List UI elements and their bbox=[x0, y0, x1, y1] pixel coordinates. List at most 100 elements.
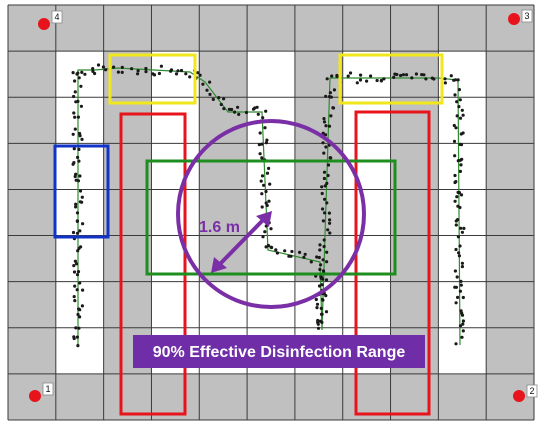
trajectory-point bbox=[159, 64, 163, 68]
trajectory-point bbox=[264, 245, 268, 249]
trajectory-point bbox=[262, 183, 266, 187]
trajectory-point bbox=[76, 312, 80, 317]
trajectory-point bbox=[80, 70, 84, 74]
trajectory-point bbox=[324, 294, 328, 298]
trajectory-point bbox=[80, 200, 84, 204]
trajectory-point bbox=[71, 71, 75, 75]
trajectory-point bbox=[315, 302, 320, 306]
trajectory-point bbox=[130, 67, 134, 71]
trajectory-point bbox=[136, 72, 140, 76]
trajectory-point bbox=[432, 77, 436, 81]
trajectory-point bbox=[72, 335, 76, 339]
trajectory-point bbox=[80, 137, 84, 141]
trajectory-point bbox=[265, 138, 269, 142]
trajectory-point bbox=[462, 226, 466, 230]
trajectory-point bbox=[315, 255, 319, 259]
floor-obstacle bbox=[294, 51, 343, 282]
trajectory-point bbox=[453, 154, 457, 158]
trajectory-point bbox=[72, 264, 76, 268]
trajectory-point bbox=[459, 193, 464, 197]
trajectory-point bbox=[290, 249, 294, 254]
trajectory-point bbox=[316, 326, 321, 330]
trajectory-point bbox=[327, 124, 332, 128]
trajectory-point bbox=[79, 104, 83, 108]
trajectory-point bbox=[420, 73, 424, 77]
trajectory-point bbox=[461, 319, 465, 323]
trajectory-point bbox=[458, 205, 462, 210]
trajectory-point bbox=[75, 231, 80, 235]
trajectory-point bbox=[321, 207, 325, 211]
trajectory-point bbox=[71, 132, 75, 136]
trajectory-point bbox=[198, 73, 202, 77]
trajectory-point bbox=[77, 307, 81, 311]
trajectory-point bbox=[78, 189, 83, 193]
trajectory-point bbox=[382, 77, 386, 81]
trajectory-point bbox=[74, 262, 79, 266]
trajectory-point bbox=[369, 74, 373, 78]
trajectory-point bbox=[454, 301, 458, 305]
trajectory-point bbox=[459, 132, 463, 136]
trajectory-point bbox=[458, 244, 462, 248]
trajectory-point bbox=[329, 114, 333, 118]
trajectory-point bbox=[328, 156, 332, 160]
trajectory-point bbox=[208, 92, 212, 96]
trajectory-point bbox=[74, 178, 78, 182]
trajectory-point bbox=[120, 70, 124, 74]
trajectory-point bbox=[73, 299, 77, 303]
trajectory-point bbox=[76, 71, 80, 75]
trajectory-point bbox=[458, 289, 462, 293]
trajectory-point bbox=[196, 71, 200, 75]
floor-obstacle bbox=[199, 51, 248, 282]
trajectory-point bbox=[230, 107, 234, 112]
floor-obstacle bbox=[390, 51, 439, 374]
trajectory-point bbox=[120, 65, 124, 69]
trajectory-point bbox=[289, 254, 293, 258]
trajectory-point bbox=[460, 265, 464, 269]
trajectory-point bbox=[101, 65, 105, 69]
trajectory-point bbox=[91, 67, 95, 71]
trajectory-point bbox=[459, 226, 463, 230]
trajectory-point bbox=[320, 283, 324, 287]
trajectory-point bbox=[73, 127, 77, 131]
trajectory-point bbox=[270, 245, 274, 250]
trajectory-point bbox=[219, 102, 223, 107]
radius-arrow bbox=[211, 211, 272, 273]
trajectory-point bbox=[454, 223, 458, 227]
trajectory-point bbox=[457, 88, 461, 92]
trajectory-point bbox=[456, 295, 460, 299]
trajectory-point bbox=[73, 79, 77, 83]
trajectory-point bbox=[460, 311, 464, 315]
trajectory-point bbox=[251, 107, 256, 111]
disinfection-range-circle bbox=[176, 119, 366, 309]
trajectory-point bbox=[317, 255, 321, 260]
trajectory-point bbox=[201, 82, 205, 86]
trajectory-point bbox=[458, 169, 462, 173]
trajectory-point bbox=[459, 143, 464, 147]
trajectory-point bbox=[318, 319, 323, 323]
trajectory-point bbox=[116, 70, 120, 74]
trajectory-point bbox=[258, 152, 262, 156]
trajectory-point bbox=[320, 312, 324, 316]
trajectory-point bbox=[144, 70, 148, 74]
trajectory-point bbox=[326, 173, 330, 178]
trajectory-point bbox=[460, 335, 464, 339]
trajectory-point bbox=[222, 107, 226, 111]
trajectory-point bbox=[443, 77, 447, 81]
trajectory-point bbox=[74, 326, 78, 330]
trajectory-point bbox=[355, 81, 359, 85]
trajectory-point bbox=[453, 285, 457, 289]
trajectory-point bbox=[72, 111, 76, 115]
trajectory-point bbox=[208, 80, 212, 84]
green-zone bbox=[145, 159, 397, 276]
trajectory-point bbox=[452, 139, 457, 143]
trajectory-point bbox=[259, 179, 263, 183]
trajectory-point bbox=[324, 94, 328, 98]
trajectory-point bbox=[318, 248, 322, 252]
trajectory-point bbox=[205, 88, 209, 92]
trajectory-point bbox=[75, 219, 79, 223]
trajectory-point bbox=[244, 110, 249, 115]
trajectory-point bbox=[188, 75, 192, 79]
trajectory-point bbox=[255, 105, 259, 109]
blue-zone bbox=[53, 144, 110, 239]
